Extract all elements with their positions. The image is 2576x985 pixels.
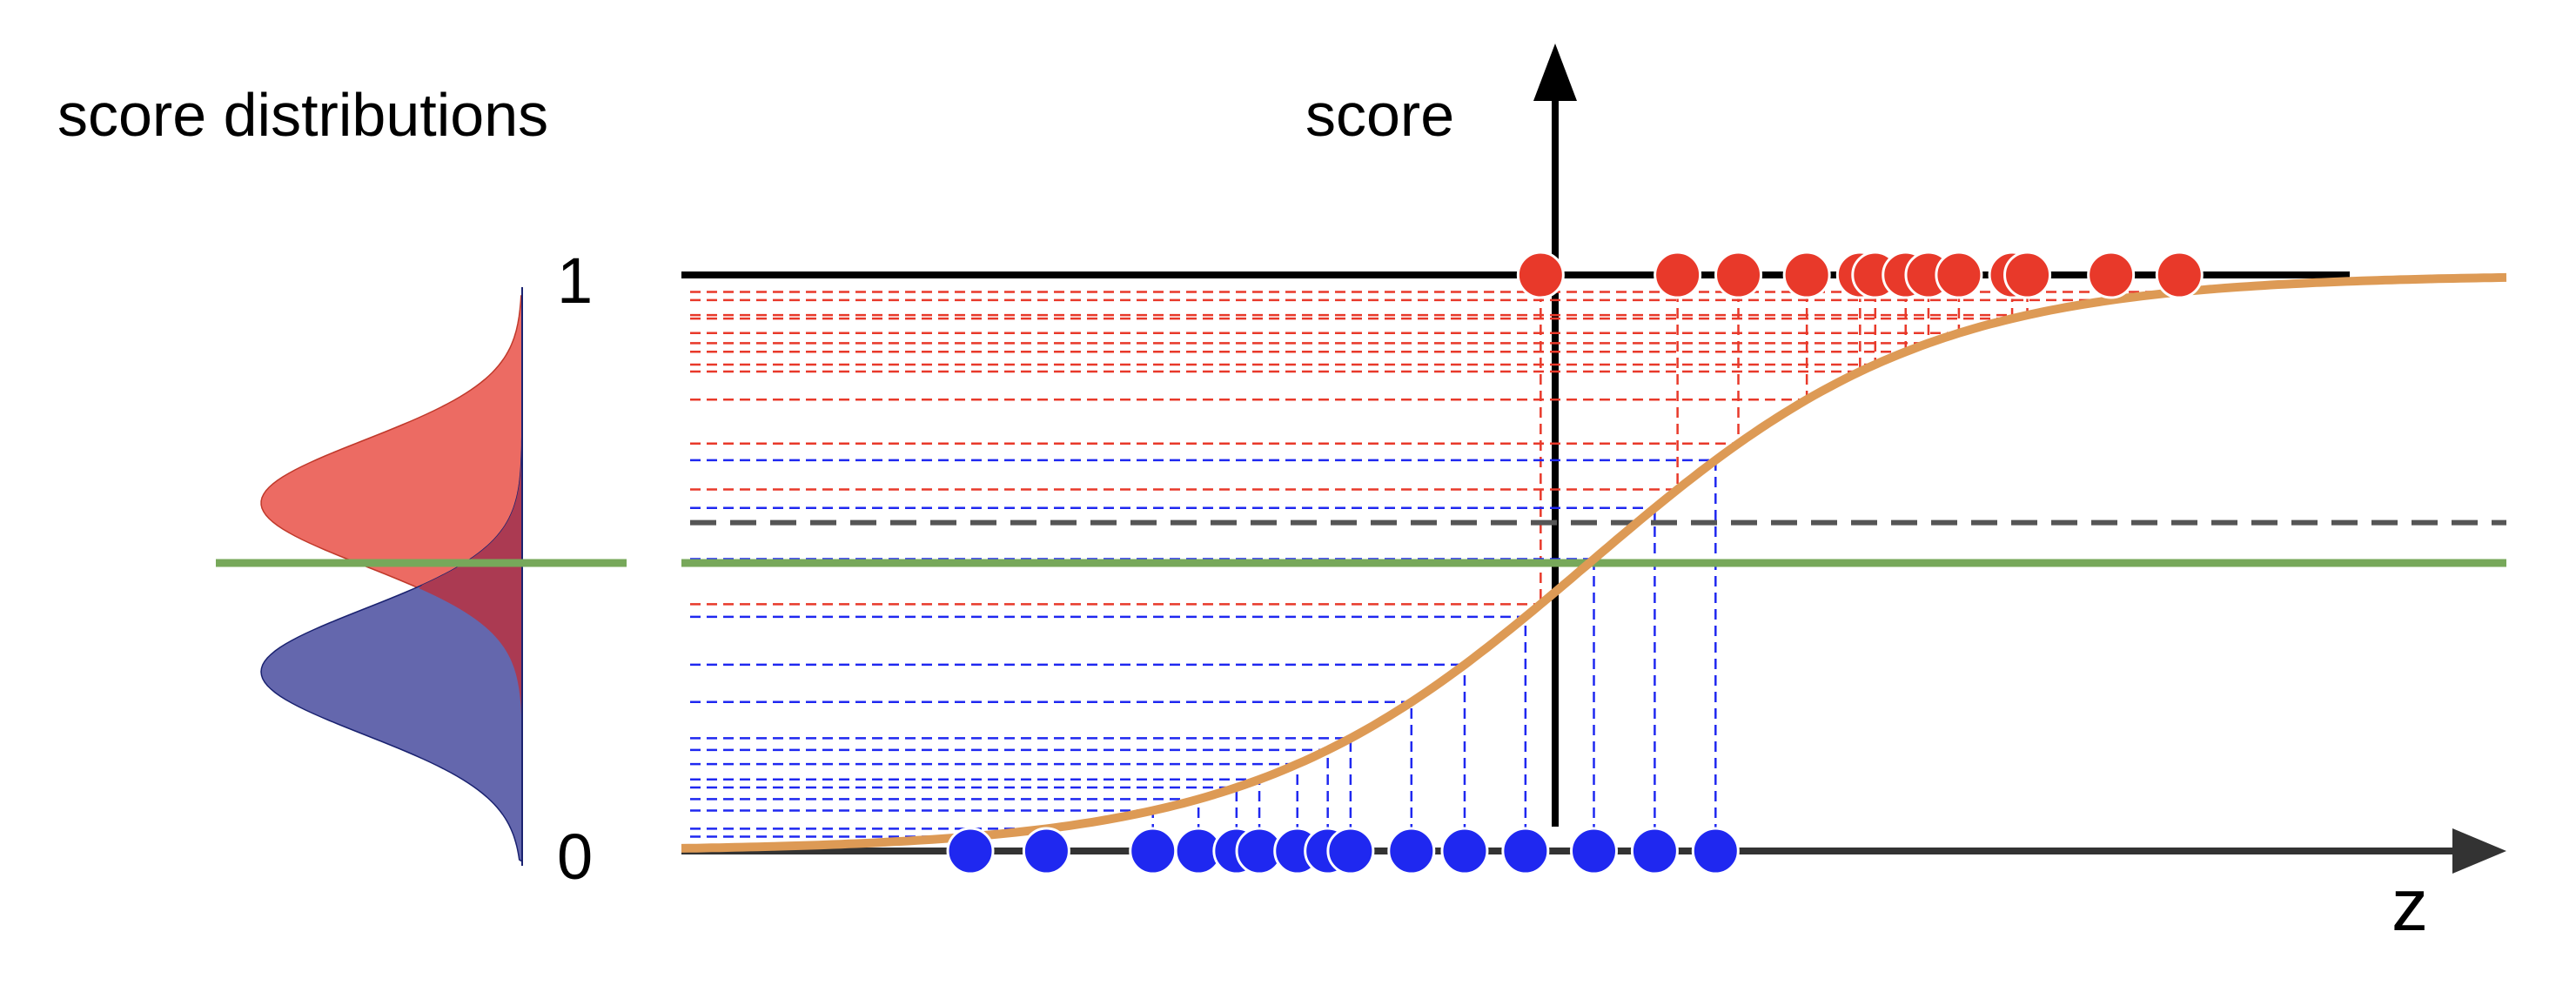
- positive-point: [1654, 251, 1702, 299]
- negative-point: [1630, 827, 1679, 875]
- tick-label-zero: 0: [557, 821, 594, 893]
- score-axis-label: score: [1305, 81, 1455, 149]
- positive-points: [1516, 251, 2204, 299]
- negative-point: [1691, 827, 1740, 875]
- z-axis-label: z: [2392, 864, 2428, 946]
- positive-point: [1714, 251, 1763, 299]
- positive-point: [1935, 251, 1983, 299]
- z-axis-arrowhead: [2452, 828, 2506, 874]
- negative-point: [1387, 827, 1436, 875]
- negative-point: [1501, 827, 1550, 875]
- negative-point: [946, 827, 995, 875]
- tick-label-one: 1: [557, 245, 594, 317]
- score-distributions: [260, 287, 523, 866]
- positive-point: [2087, 251, 2136, 299]
- positive-point: [1516, 251, 1565, 299]
- negative-point: [1022, 827, 1070, 875]
- overlap-region: [419, 296, 522, 861]
- score-axis-arrowhead: [1533, 44, 1577, 101]
- negative-points: [946, 827, 1740, 875]
- negative-point: [1440, 827, 1489, 875]
- negative-point: [1570, 827, 1618, 875]
- positive-point: [2155, 251, 2204, 299]
- negative-point: [1129, 827, 1177, 875]
- negative-point: [1326, 827, 1375, 875]
- positive-point: [2003, 251, 2052, 299]
- title: score distributions: [57, 81, 549, 149]
- positive-point: [1782, 251, 1831, 299]
